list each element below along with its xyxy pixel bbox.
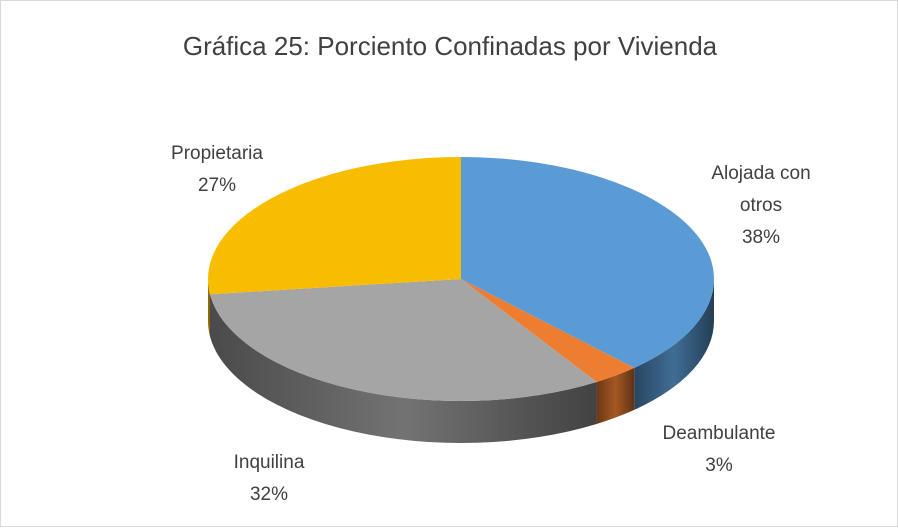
slice bbox=[208, 157, 461, 295]
value-label: 27% bbox=[197, 175, 237, 196]
slice-side bbox=[634, 279, 714, 410]
slice bbox=[461, 279, 635, 383]
data-label: Propietaria 27% bbox=[137, 138, 297, 202]
data-label: Deambulante 3% bbox=[639, 418, 799, 482]
category-label: Propietaria bbox=[171, 143, 263, 164]
category-label: Deambulante bbox=[662, 423, 776, 444]
data-label: Inquilina 32% bbox=[189, 447, 349, 511]
category-label: Inquilina bbox=[233, 452, 305, 473]
slice bbox=[209, 279, 597, 401]
data-label: Alojada con otros 38% bbox=[696, 158, 826, 254]
value-label: 3% bbox=[705, 455, 733, 476]
chart-title: Gráfica 25: Porciento Confinadas por Viv… bbox=[182, 31, 718, 61]
value-label: 32% bbox=[249, 484, 289, 505]
value-label: 38% bbox=[741, 227, 781, 248]
category-label: Alojada con otros bbox=[711, 163, 811, 216]
slice-side bbox=[208, 279, 210, 337]
slice-side bbox=[209, 294, 597, 444]
slice-side bbox=[596, 367, 635, 425]
slice bbox=[461, 157, 715, 368]
